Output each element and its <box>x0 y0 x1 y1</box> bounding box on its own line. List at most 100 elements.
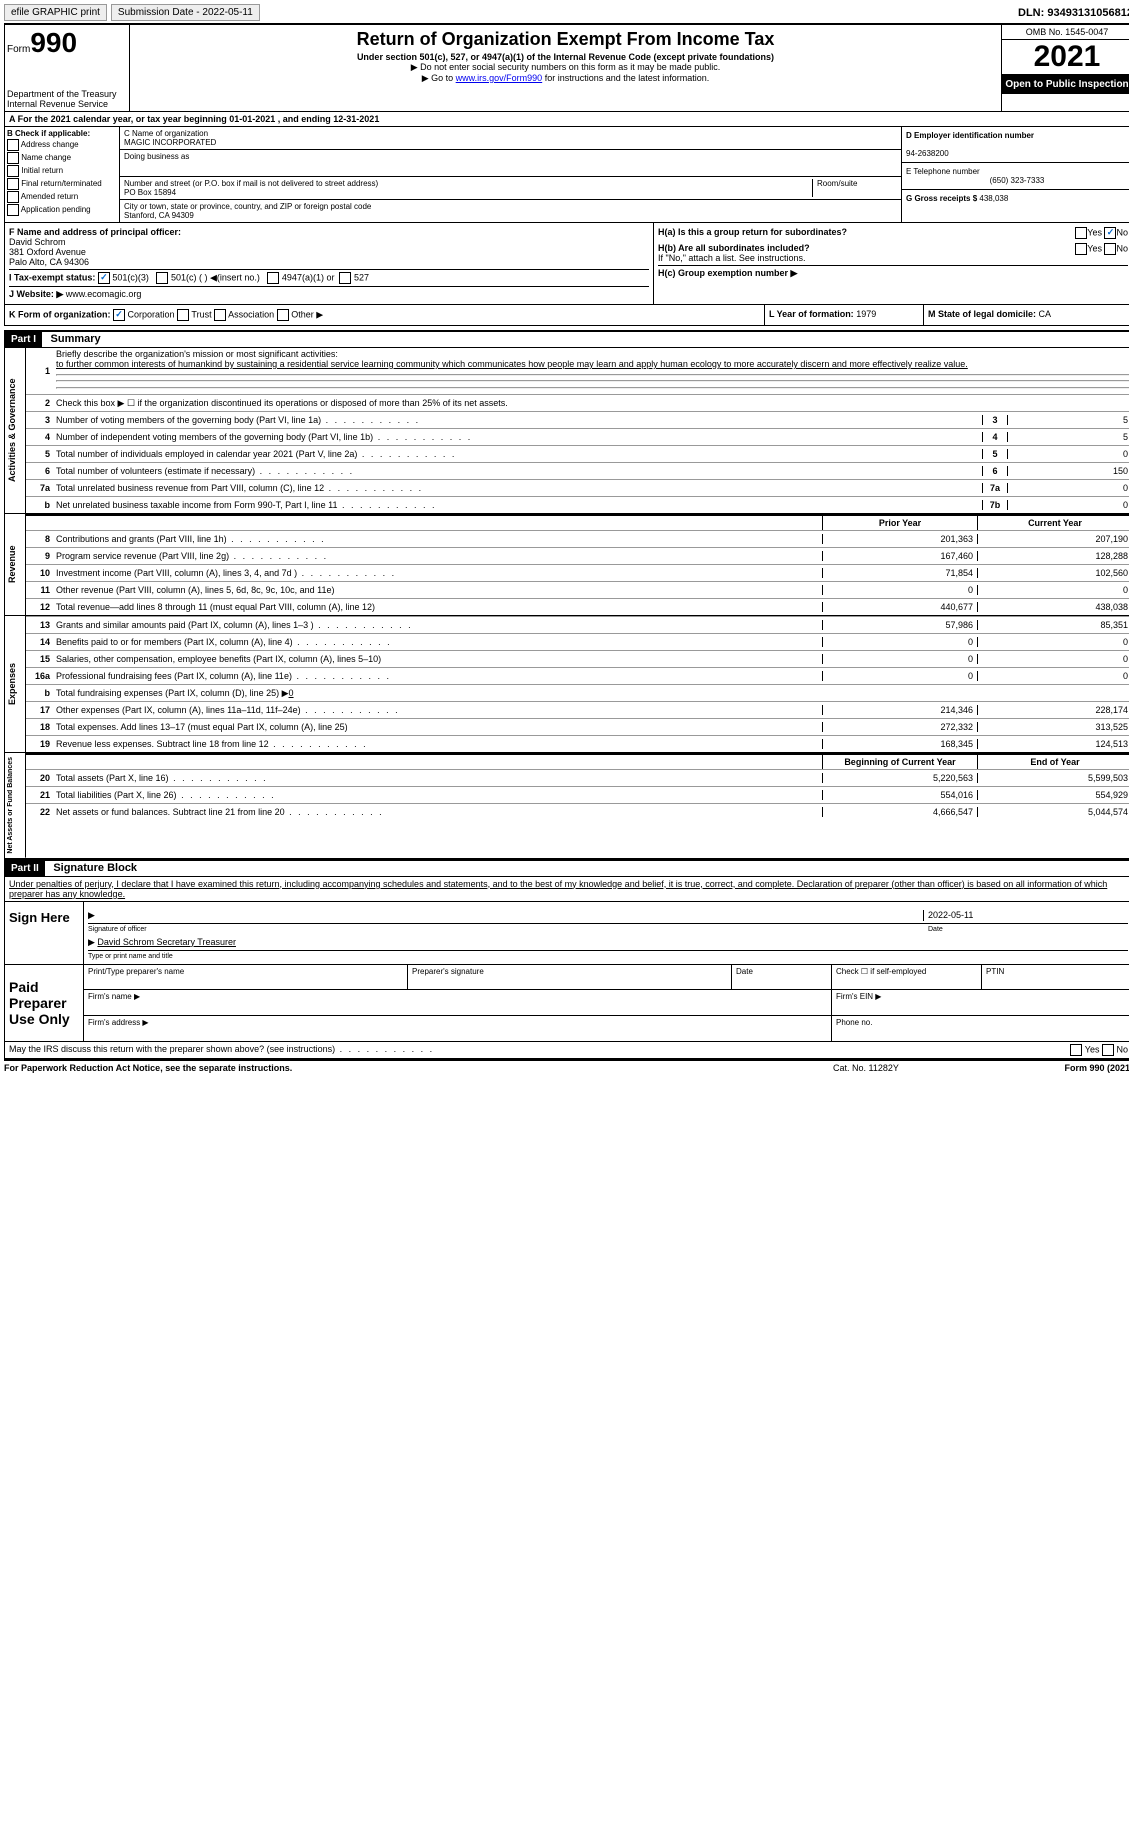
b-item-3: Final return/terminated <box>21 179 101 188</box>
summary-net-assets: Net Assets or Fund Balances Beginning of… <box>4 753 1129 859</box>
goto-pre: ▶ Go to <box>422 73 456 83</box>
gross-label: G Gross receipts $ <box>906 194 977 203</box>
hb-no[interactable] <box>1104 243 1116 255</box>
c13: 85,351 <box>977 620 1129 630</box>
tab-revenue: Revenue <box>5 514 26 615</box>
footer-mid: Cat. No. 11282Y <box>833 1063 983 1073</box>
p12: 440,677 <box>822 602 977 612</box>
line18: Total expenses. Add lines 13–17 (must eq… <box>56 721 822 733</box>
website-value: www.ecomagic.org <box>66 289 142 299</box>
tel-label: E Telephone number <box>906 167 1128 176</box>
v7a: 0 <box>1008 483 1129 493</box>
checkbox-amended[interactable] <box>7 191 19 203</box>
l-label: L Year of formation: <box>769 309 854 319</box>
m-label: M State of legal domicile: <box>928 309 1036 319</box>
p18: 272,332 <box>822 722 977 732</box>
p10: 71,854 <box>822 568 977 578</box>
p17: 214,346 <box>822 705 977 715</box>
officer-name-title: David Schrom Secretary Treasurer <box>97 937 236 947</box>
hb-label: H(b) Are all subordinates included? <box>658 243 810 253</box>
line16b: Total fundraising expenses (Part IX, col… <box>56 688 289 698</box>
part-2-header: Part II Signature Block <box>4 859 1129 877</box>
irs-link[interactable]: www.irs.gov/Form990 <box>456 73 543 83</box>
c18: 313,525 <box>977 722 1129 732</box>
l-value: 1979 <box>856 309 876 319</box>
firm-name: Firm's name ▶ <box>84 990 832 1016</box>
checkbox-501c3[interactable] <box>98 272 110 284</box>
b-header: B Check if applicable: <box>7 129 90 138</box>
c9: 128,288 <box>977 551 1129 561</box>
line13: Grants and similar amounts paid (Part IX… <box>56 619 822 631</box>
line15: Salaries, other compensation, employee b… <box>56 653 822 665</box>
line10: Investment income (Part VIII, column (A)… <box>56 567 822 579</box>
checkbox-501c[interactable] <box>156 272 168 284</box>
c16a: 0 <box>977 671 1129 681</box>
hb-note: If "No," attach a list. See instructions… <box>658 253 1128 263</box>
m-value: CA <box>1039 309 1052 319</box>
k-assoc[interactable] <box>214 309 226 321</box>
ptin-hdr: PTIN <box>982 965 1129 991</box>
c20: 5,599,503 <box>977 773 1129 783</box>
line8: Contributions and grants (Part VIII, lin… <box>56 533 822 545</box>
checkbox-4947[interactable] <box>267 272 279 284</box>
c11: 0 <box>977 585 1129 595</box>
summary-governance: Activities & Governance 1 Briefly descri… <box>4 348 1129 514</box>
c14: 0 <box>977 637 1129 647</box>
line16b-val: 0 <box>289 688 294 698</box>
form-title: Return of Organization Exempt From Incom… <box>132 29 999 50</box>
p14: 0 <box>822 637 977 647</box>
dept-label: Department of the Treasury Internal Reve… <box>7 89 127 109</box>
section-bcd: B Check if applicable: Address change Na… <box>4 127 1129 223</box>
line4: Number of independent voting members of … <box>56 431 982 443</box>
p20: 5,220,563 <box>822 773 977 783</box>
k-corp-lbl: Corporation <box>128 309 175 319</box>
checkbox-address-change[interactable] <box>7 139 19 151</box>
discuss-yes[interactable] <box>1070 1044 1082 1056</box>
org-name: MAGIC INCORPORATED <box>124 138 897 147</box>
form-label: Form <box>7 44 30 55</box>
sig-officer-cap: Signature of officer <box>88 926 928 933</box>
c17: 228,174 <box>977 705 1129 715</box>
hb-yes[interactable] <box>1075 243 1087 255</box>
k-trust[interactable] <box>177 309 189 321</box>
b-item-2: Initial return <box>21 166 63 175</box>
tab-expenses: Expenses <box>5 616 26 752</box>
date-cap: Date <box>928 926 1128 933</box>
yes-lbl: Yes <box>1085 1044 1100 1054</box>
c19: 124,513 <box>977 739 1129 749</box>
hdr-prior: Prior Year <box>822 516 977 530</box>
submission-date-button[interactable]: Submission Date - 2022-05-11 <box>111 4 260 21</box>
efile-print-button[interactable]: efile GRAPHIC print <box>4 4 107 21</box>
addr-label: Number and street (or P.O. box if mail i… <box>124 179 812 188</box>
k-corp[interactable] <box>113 309 125 321</box>
line5: Total number of individuals employed in … <box>56 448 982 460</box>
ha-yes[interactable] <box>1075 227 1087 239</box>
discuss-no[interactable] <box>1102 1044 1114 1056</box>
checkbox-final-return[interactable] <box>7 178 19 190</box>
line16a: Professional fundraising fees (Part IX, … <box>56 670 822 682</box>
c10: 102,560 <box>977 568 1129 578</box>
ha-no[interactable] <box>1104 227 1116 239</box>
form-number: 990 <box>30 27 77 58</box>
org-address: PO Box 15894 <box>124 188 812 197</box>
phone-no: Phone no. <box>832 1016 1129 1041</box>
checkbox-527[interactable] <box>339 272 351 284</box>
c8: 207,190 <box>977 534 1129 544</box>
dln-label: DLN: 93493131056812 <box>1018 7 1129 19</box>
checkbox-app-pending[interactable] <box>7 204 19 216</box>
line22: Net assets or fund balances. Subtract li… <box>56 806 822 818</box>
p19: 168,345 <box>822 739 977 749</box>
row-a-tax-year: A For the 2021 calendar year, or tax yea… <box>4 112 1129 127</box>
subtitle-1: Under section 501(c), 527, or 4947(a)(1)… <box>132 52 999 62</box>
k-other[interactable] <box>277 309 289 321</box>
dba-label: Doing business as <box>120 150 901 177</box>
firm-ein: Firm's EIN ▶ <box>832 990 1129 1016</box>
officer-name: David Schrom <box>9 237 66 247</box>
gross-value: 438,038 <box>979 194 1008 203</box>
checkbox-initial-return[interactable] <box>7 165 19 177</box>
b-item-0: Address change <box>21 140 79 149</box>
checkbox-name-change[interactable] <box>7 152 19 164</box>
org-city: Stanford, CA 94309 <box>124 211 897 220</box>
prep-date-hdr: Date <box>732 965 832 991</box>
c22: 5,044,574 <box>977 807 1129 817</box>
